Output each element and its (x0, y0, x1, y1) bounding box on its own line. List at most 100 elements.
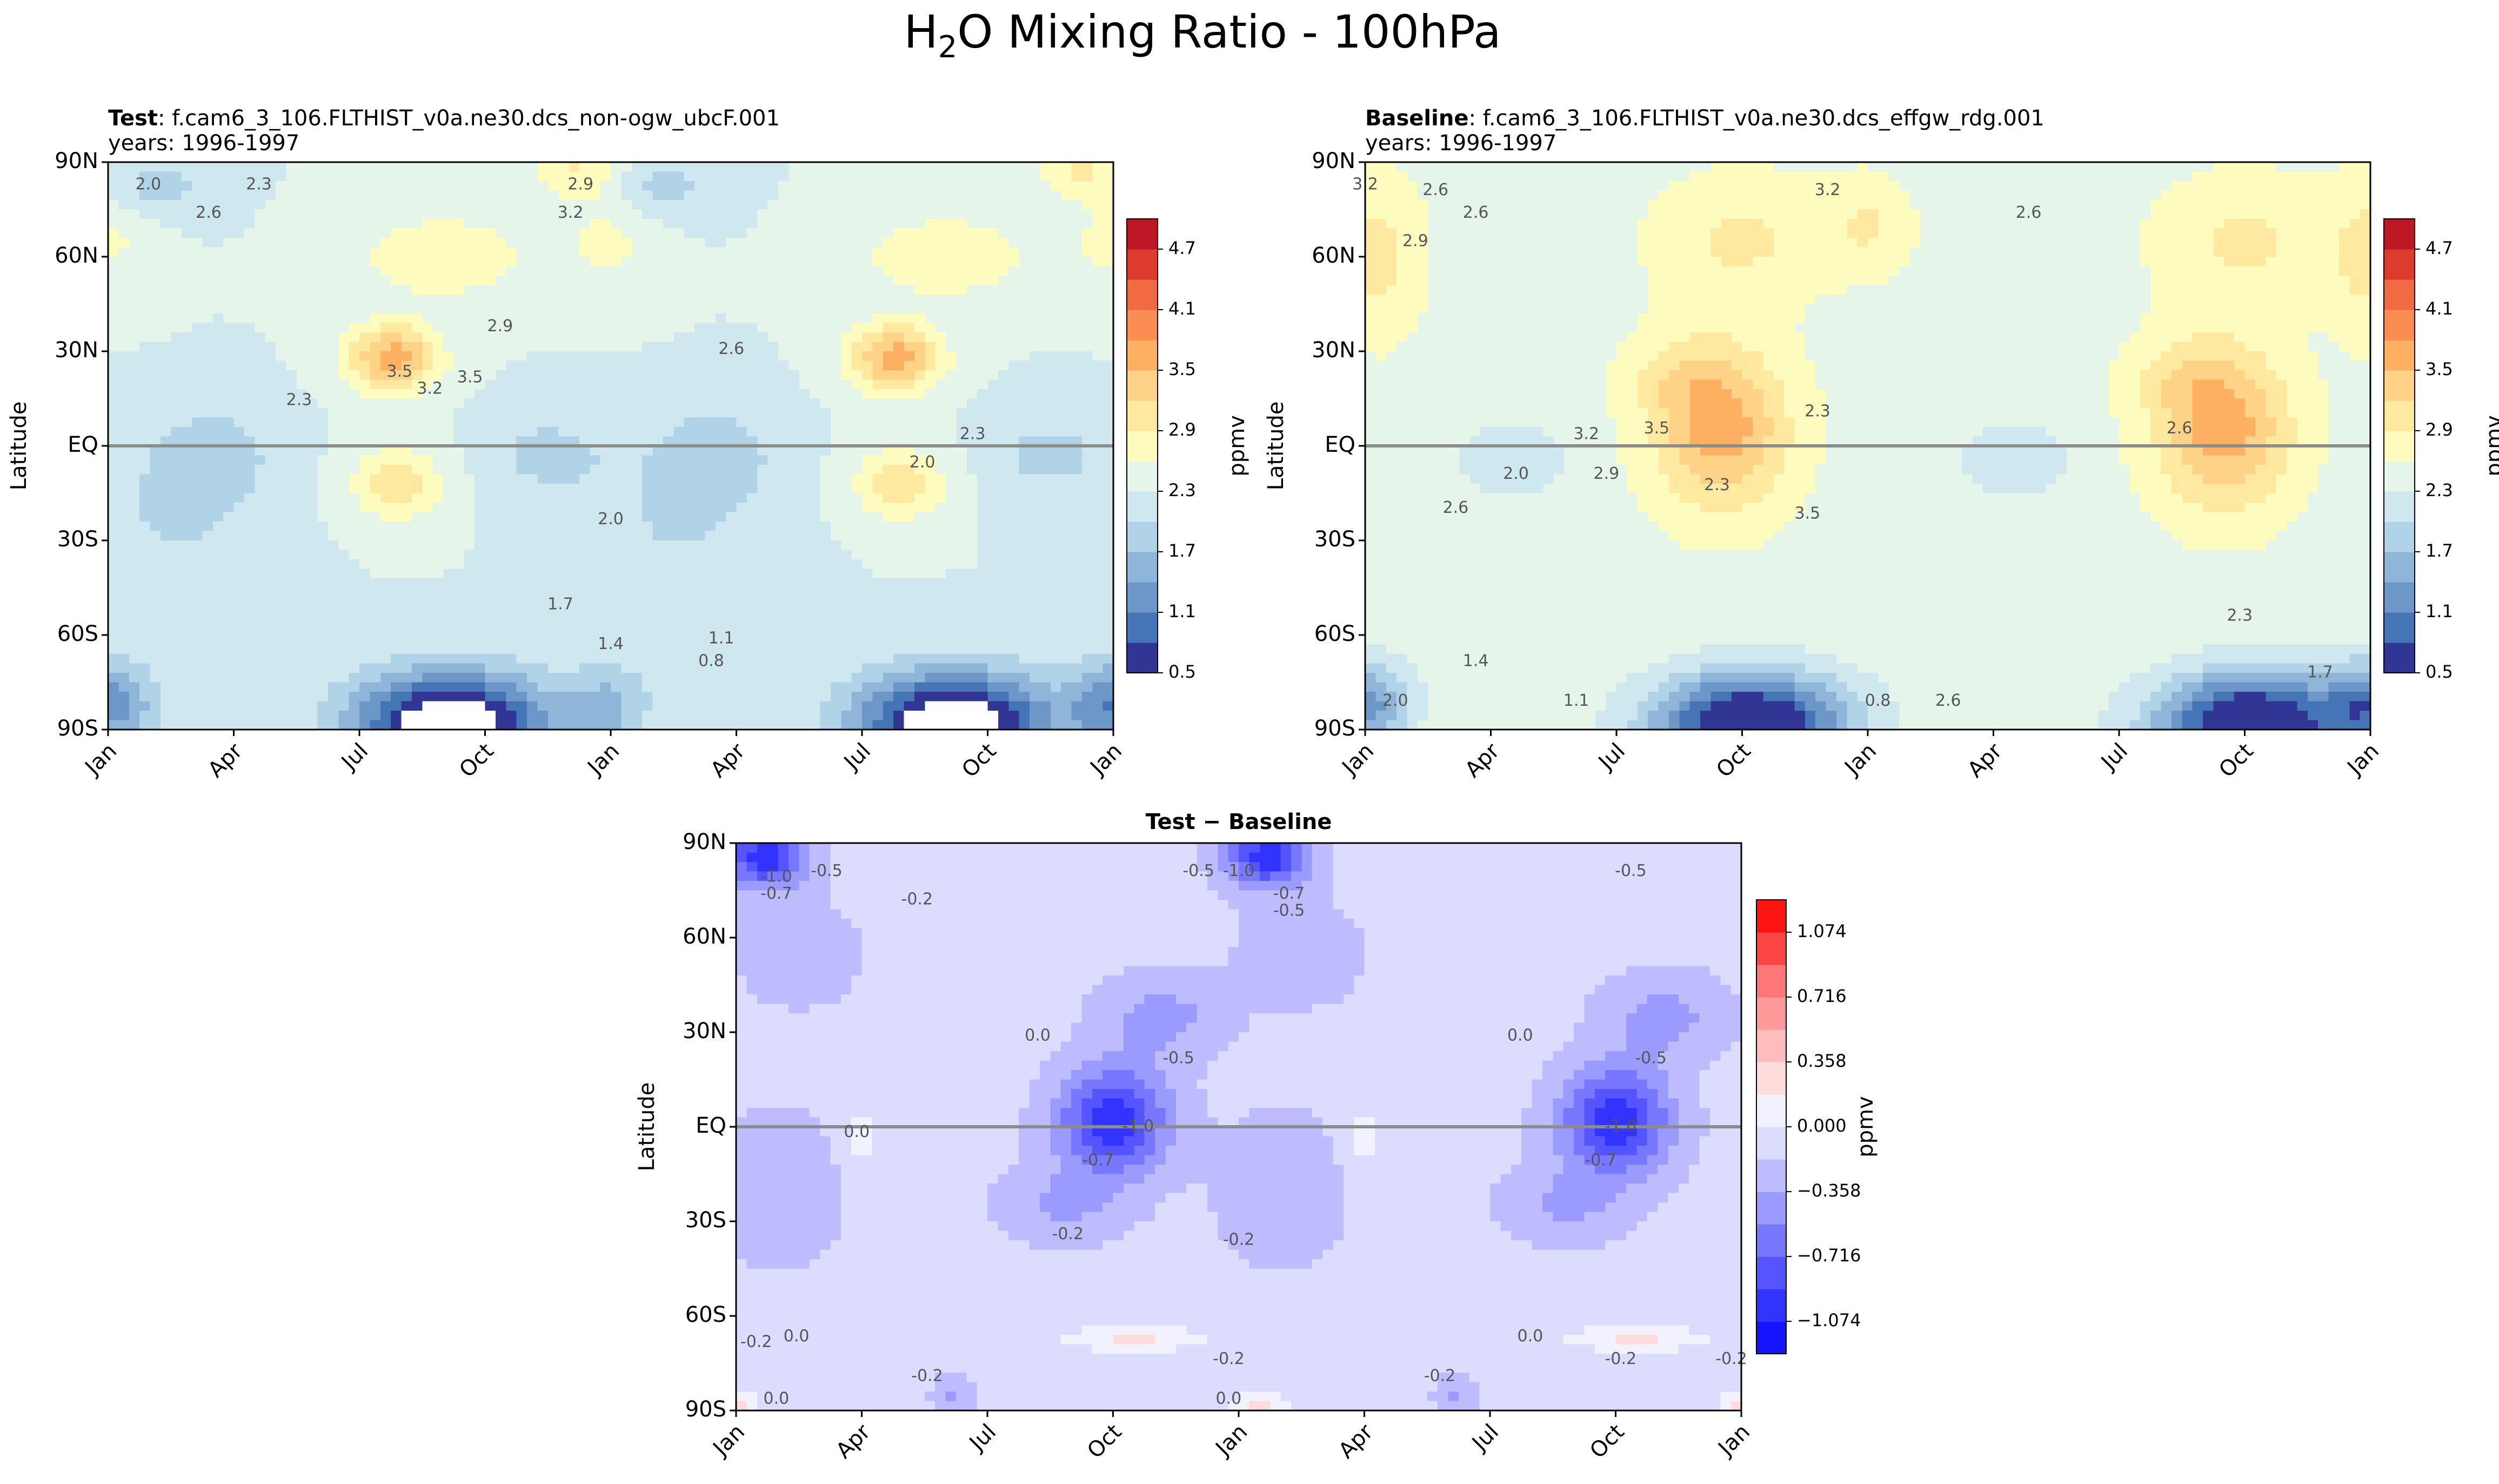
test-cell (883, 190, 894, 200)
test-cell (935, 446, 946, 456)
test-cell (108, 313, 119, 324)
test-cell (935, 522, 946, 532)
test-cell (966, 295, 978, 305)
test-cell (317, 493, 329, 503)
test-cell (286, 190, 297, 200)
test-cell (600, 238, 611, 248)
test-cell (977, 512, 988, 522)
test-cell (611, 484, 622, 494)
test-cell (118, 455, 130, 465)
test-cell (914, 370, 926, 380)
test-cell (1102, 238, 1113, 248)
test-cell (317, 436, 329, 446)
test-cell (715, 313, 726, 324)
test-cell (453, 484, 465, 494)
test-cell (506, 342, 517, 352)
test-cell (893, 332, 905, 343)
test-cell (946, 219, 957, 229)
test-cell (391, 209, 402, 219)
test-cell (600, 587, 611, 598)
test-cell (830, 408, 842, 418)
test-cell (904, 625, 915, 636)
test-cell (569, 276, 580, 286)
test-cell (956, 238, 967, 248)
test-cell (391, 484, 402, 494)
test-cell (464, 635, 475, 645)
test-cell (904, 578, 915, 589)
test-cell (715, 635, 726, 645)
test-cell (202, 635, 213, 645)
test-cell (139, 408, 151, 418)
test-cell (893, 228, 905, 238)
test-cell (600, 171, 611, 182)
test-cell (851, 503, 863, 513)
test-cell (977, 398, 988, 409)
test-cell (475, 276, 486, 286)
test-cell (1081, 247, 1093, 257)
test-cell (328, 304, 339, 314)
test-cell (150, 493, 161, 503)
test-cell (663, 342, 674, 352)
test-cell (328, 332, 339, 343)
test-cell (663, 531, 674, 541)
test-cell (1040, 266, 1051, 276)
test-cell (296, 597, 308, 607)
test-cell (1071, 190, 1083, 200)
test-cell (914, 446, 926, 456)
test-cell (956, 484, 967, 494)
test-cell (307, 578, 318, 589)
test-cell (516, 493, 527, 503)
test-cell (276, 285, 287, 295)
test-cell (443, 625, 455, 636)
test-cell (338, 228, 350, 238)
test-cell (475, 171, 486, 182)
test-cell (642, 370, 653, 380)
test-cell (757, 162, 769, 172)
test-cell (600, 625, 611, 636)
test-cell (391, 171, 402, 182)
test-cell (935, 276, 946, 286)
test-cell (233, 474, 245, 484)
test-cell (663, 360, 674, 371)
test-cell (475, 625, 486, 636)
test-cell (872, 219, 884, 229)
test-cell (925, 228, 936, 238)
test-cell (380, 465, 391, 475)
test-cell (1008, 181, 1020, 191)
test-cell (108, 625, 119, 636)
test-cell (830, 323, 842, 333)
test-cell (244, 266, 256, 276)
test-cell (977, 522, 988, 532)
test-cell (925, 531, 936, 541)
test-cell (600, 332, 611, 343)
test-cell (705, 512, 716, 522)
test-cell (579, 389, 591, 399)
test-cell (820, 360, 831, 371)
test-cell (443, 351, 455, 362)
test-cell (977, 238, 988, 248)
test-cell (129, 578, 140, 589)
test-cell (977, 351, 988, 362)
test-cell (956, 247, 967, 257)
test-cell (705, 219, 716, 229)
test-cell (255, 625, 266, 636)
test-cell (401, 257, 412, 267)
test-cell (506, 257, 517, 267)
test-cell (600, 323, 611, 333)
test-cell (255, 285, 266, 295)
test-cell (1071, 417, 1083, 427)
test-cell (317, 389, 329, 399)
test-cell (935, 370, 946, 380)
test-cell (872, 550, 884, 560)
test-cell (694, 625, 706, 636)
test-cell (160, 625, 172, 636)
test-cell (1081, 616, 1093, 626)
test-cell (432, 587, 444, 598)
test-cell (757, 446, 769, 456)
test-cell (349, 625, 360, 636)
test-cell (411, 550, 423, 560)
test-cell (1008, 550, 1020, 560)
test-cell (663, 209, 674, 219)
test-cell (443, 257, 455, 267)
test-cell (296, 285, 308, 295)
